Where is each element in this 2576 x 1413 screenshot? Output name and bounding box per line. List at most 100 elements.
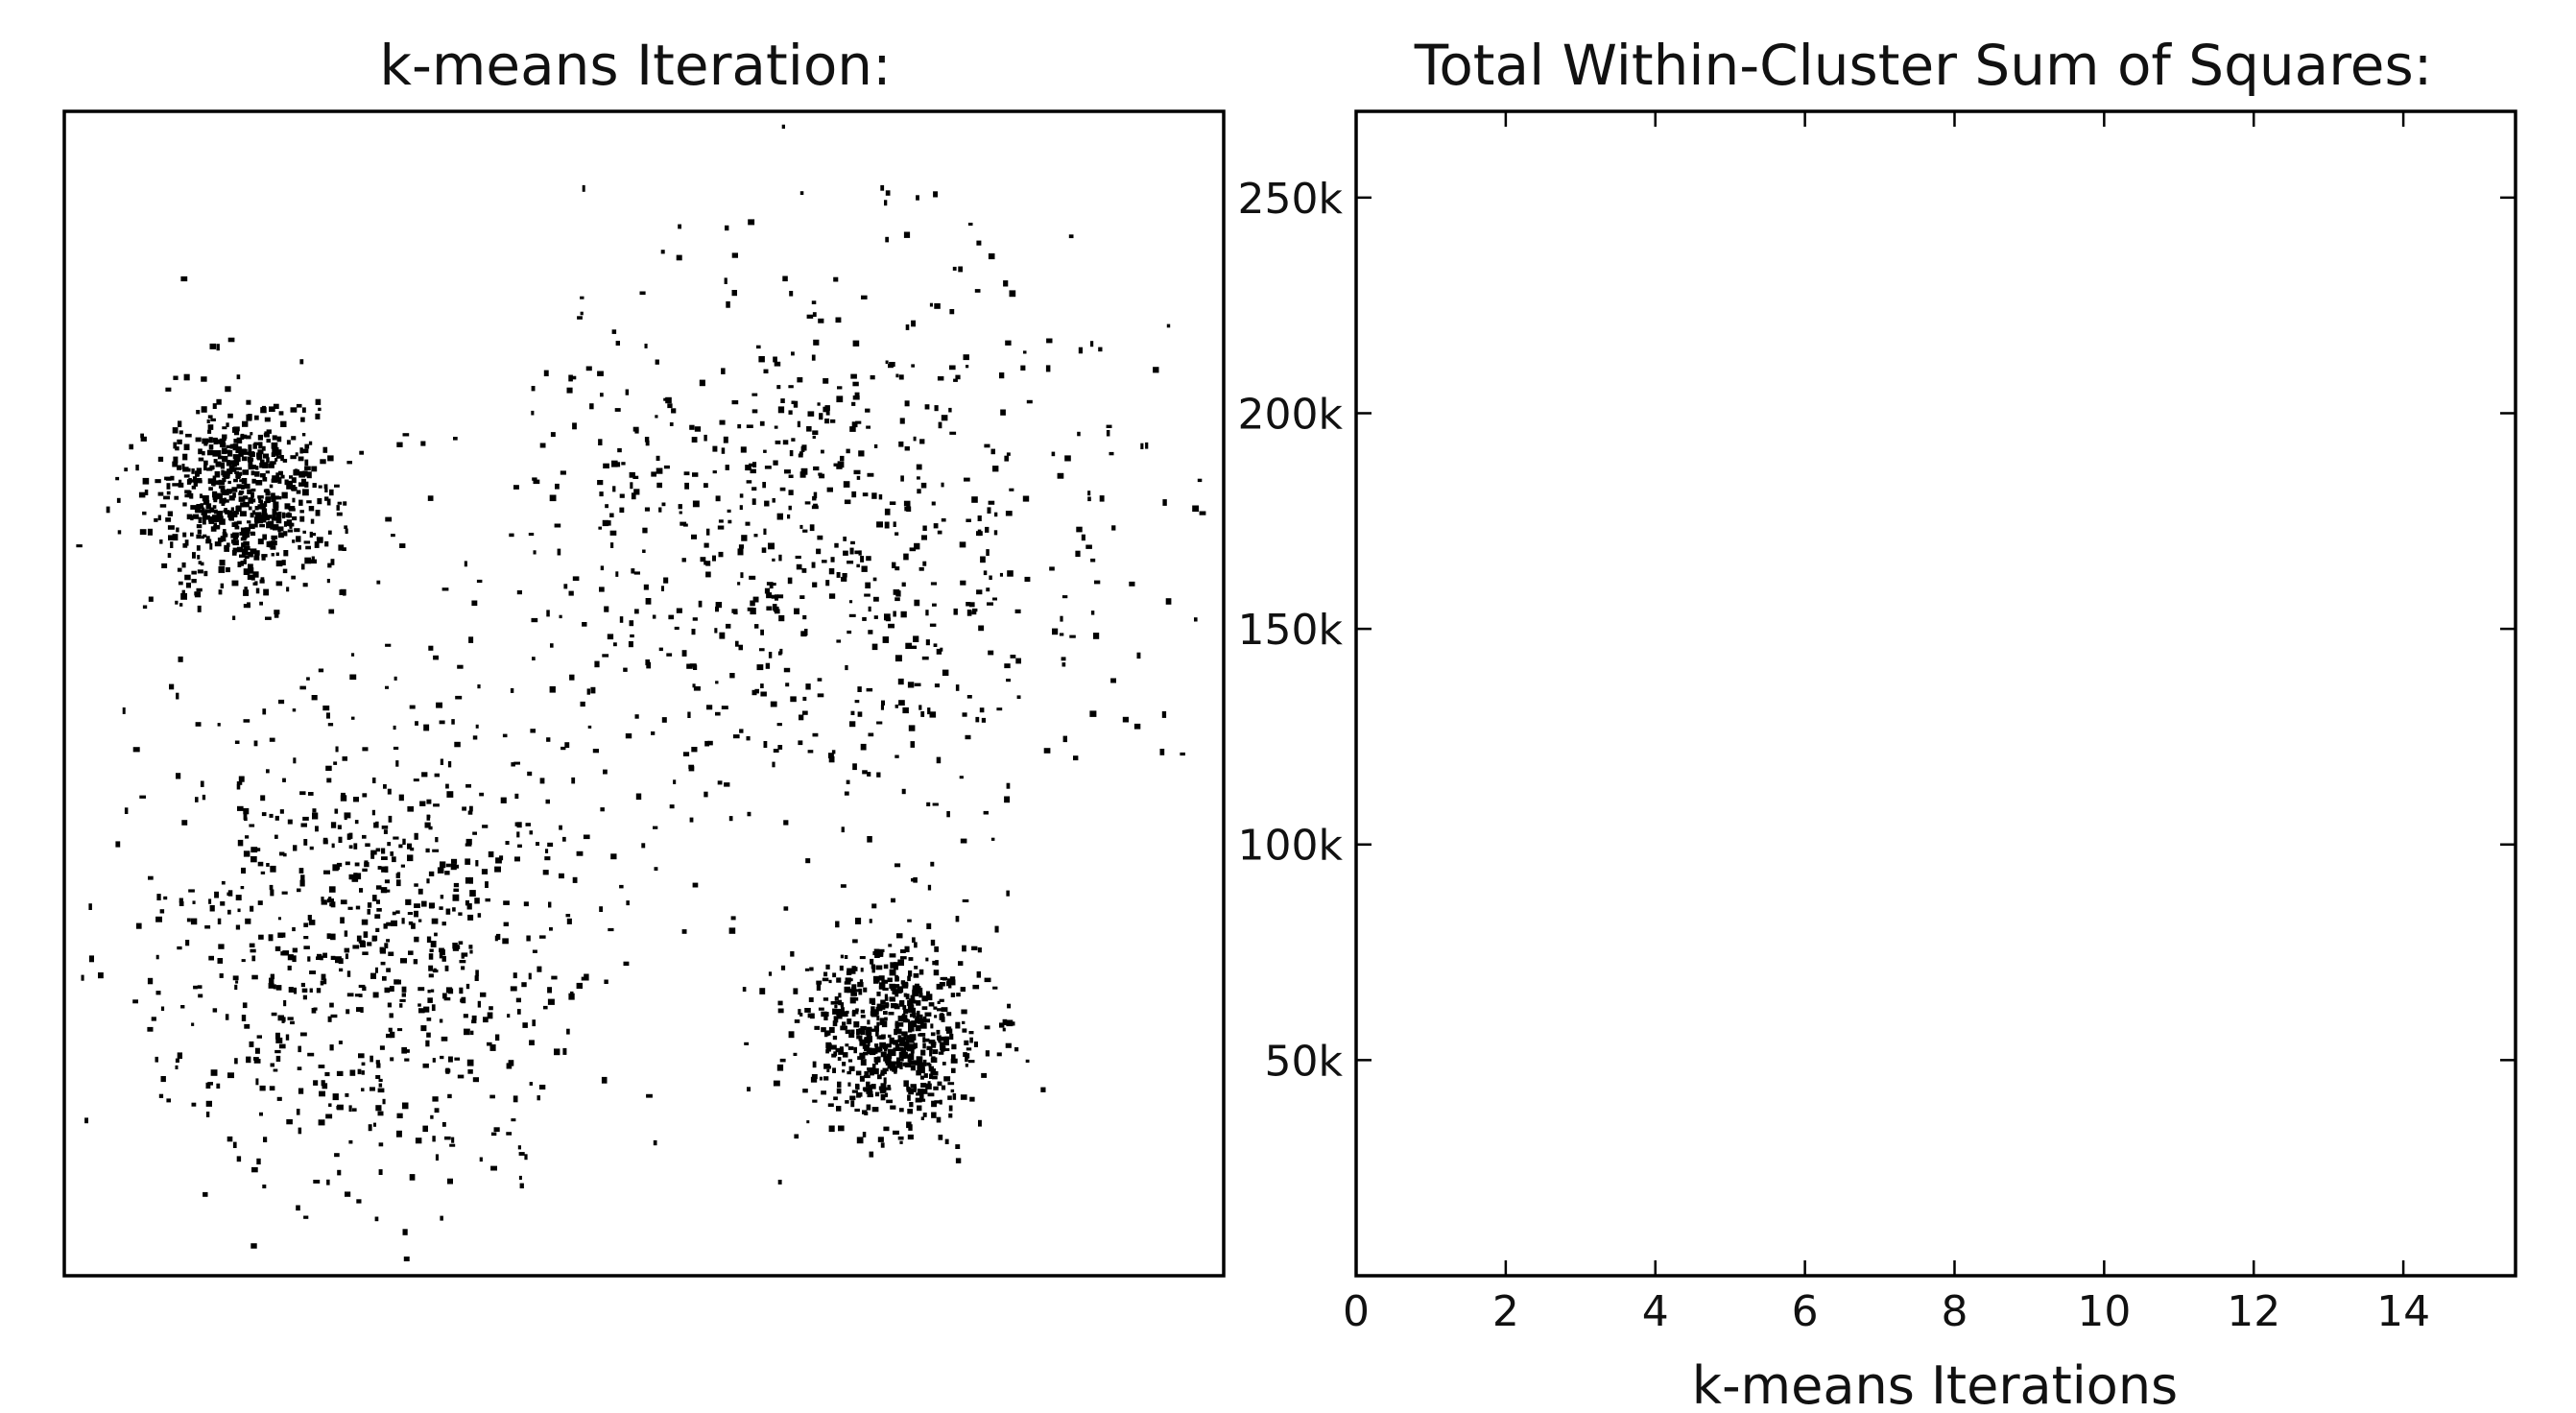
scatter-point bbox=[764, 500, 770, 507]
scatter-point bbox=[348, 845, 353, 849]
scatter-point bbox=[322, 706, 330, 711]
scatter-point bbox=[986, 549, 990, 556]
scatter-point bbox=[943, 1076, 951, 1082]
scatter-point bbox=[372, 992, 379, 998]
scatter-point bbox=[286, 1119, 293, 1125]
scatter-point bbox=[490, 1165, 497, 1171]
scatter-point bbox=[801, 568, 807, 573]
scatter-point bbox=[253, 740, 258, 747]
scatter-point bbox=[909, 1014, 917, 1018]
scatter-point bbox=[167, 525, 175, 530]
scatter-point bbox=[825, 580, 830, 587]
scatter-point bbox=[115, 476, 120, 481]
scatter-point bbox=[432, 1136, 436, 1142]
scatter-point bbox=[933, 191, 938, 198]
scatter-point bbox=[227, 909, 231, 915]
scatter-point bbox=[452, 894, 460, 901]
scatter-point bbox=[175, 1058, 179, 1063]
scatter-point bbox=[615, 571, 619, 577]
scatter-point bbox=[274, 946, 281, 951]
scatter-point bbox=[776, 385, 781, 390]
scatter-point bbox=[172, 427, 179, 434]
scatter-point bbox=[447, 1178, 453, 1185]
scatter-point bbox=[178, 656, 183, 662]
scatter-point bbox=[477, 913, 482, 918]
scatter-point bbox=[625, 389, 630, 395]
scatter-point bbox=[894, 532, 899, 536]
scatter-point bbox=[383, 784, 387, 789]
scatter-point bbox=[376, 899, 380, 904]
scatter-point bbox=[782, 440, 789, 445]
scatter-point bbox=[550, 643, 554, 648]
scatter-point bbox=[861, 565, 868, 572]
scatter-point bbox=[777, 1008, 784, 1014]
scatter-point bbox=[453, 882, 460, 888]
scatter-point bbox=[715, 711, 721, 716]
scatter-point bbox=[925, 639, 930, 646]
scatter-point bbox=[891, 1003, 897, 1009]
scatter-point bbox=[819, 1076, 823, 1081]
scatter-point bbox=[469, 949, 473, 954]
scatter-point bbox=[182, 453, 188, 461]
scatter-point bbox=[247, 456, 252, 463]
scatter-point bbox=[132, 747, 140, 753]
scatter-point bbox=[220, 488, 225, 492]
scatter-point bbox=[911, 999, 917, 1004]
scatter-point bbox=[205, 503, 212, 509]
scatter-point bbox=[866, 1104, 871, 1111]
scatter-point bbox=[290, 407, 298, 413]
scatter-point bbox=[240, 502, 244, 508]
scatter-point bbox=[358, 984, 366, 988]
scatter-point bbox=[269, 406, 275, 412]
scatter-point bbox=[207, 449, 213, 456]
scatter-point bbox=[1199, 511, 1206, 515]
scatter-point bbox=[327, 898, 334, 903]
scatter-point bbox=[287, 819, 293, 825]
scatter-point bbox=[807, 750, 814, 754]
scatter-point bbox=[663, 577, 669, 584]
scatter-point bbox=[614, 408, 621, 412]
scatter-point bbox=[117, 530, 122, 535]
scatter-point bbox=[381, 856, 388, 860]
scatter-point bbox=[259, 473, 266, 478]
scatter-point bbox=[441, 922, 446, 926]
scatter-point bbox=[847, 1059, 853, 1063]
scatter-point bbox=[238, 496, 246, 502]
scatter-point bbox=[268, 934, 274, 942]
scatter-point bbox=[212, 505, 217, 509]
scatter-point bbox=[485, 898, 490, 902]
scatter-point bbox=[390, 1057, 394, 1062]
scatter-point bbox=[231, 512, 238, 517]
scatter-point bbox=[273, 984, 276, 990]
scatter-point bbox=[227, 1072, 234, 1079]
scatter-point bbox=[936, 648, 942, 655]
scatter-point bbox=[777, 745, 783, 750]
scatter-point bbox=[529, 1082, 533, 1086]
scatter-point bbox=[367, 908, 370, 915]
scatter-point bbox=[241, 548, 249, 556]
scatter-point bbox=[191, 579, 197, 584]
scatter-point bbox=[227, 890, 233, 897]
scatter-point bbox=[989, 575, 992, 580]
scatter-point bbox=[337, 825, 342, 829]
scatter-point bbox=[339, 968, 344, 972]
scatter-point bbox=[798, 453, 803, 458]
scatter-point bbox=[179, 430, 183, 435]
scatter-point bbox=[254, 512, 262, 516]
scatter-point bbox=[725, 225, 729, 231]
scatter-point bbox=[263, 1137, 268, 1142]
scatter-point bbox=[386, 968, 391, 972]
scatter-point bbox=[860, 968, 864, 972]
scatter-point bbox=[943, 1039, 949, 1046]
scatter-point bbox=[900, 611, 907, 618]
scatter-point bbox=[359, 450, 364, 455]
scatter-point bbox=[302, 470, 308, 477]
scatter-point bbox=[862, 492, 869, 497]
scatter-point bbox=[179, 898, 183, 903]
scatter-point bbox=[836, 1008, 843, 1016]
scatter-point bbox=[259, 1112, 263, 1116]
scatter-point bbox=[106, 506, 110, 514]
scatter-point bbox=[688, 764, 695, 769]
scatter-point bbox=[600, 807, 605, 812]
scatter-point bbox=[280, 951, 284, 956]
